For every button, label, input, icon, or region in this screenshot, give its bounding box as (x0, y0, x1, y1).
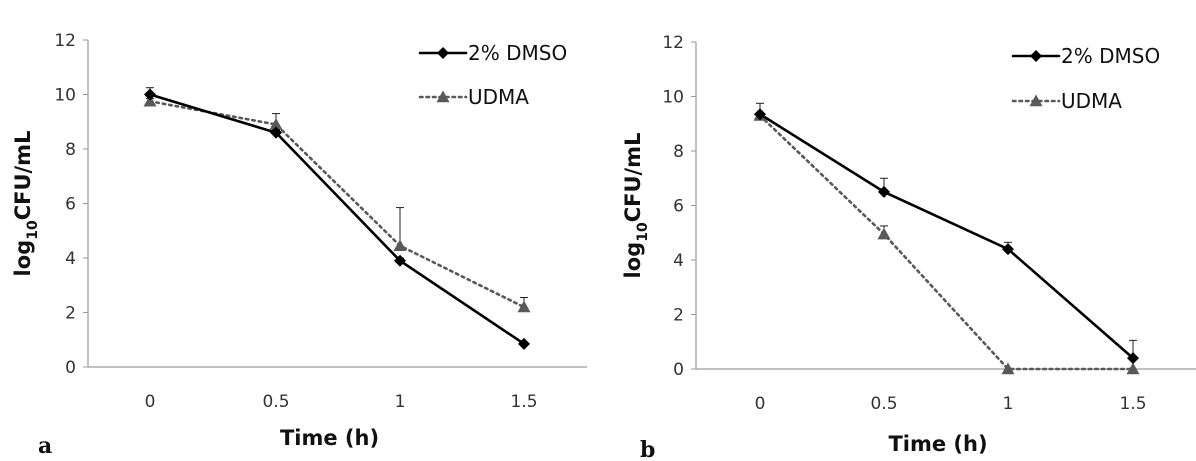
triangle-marker-3 (1126, 362, 1140, 375)
y-tick-label-2: 4 (673, 251, 684, 271)
series-udma (753, 109, 1140, 375)
legend-label: UDMA (468, 85, 529, 109)
series-line (148, 93, 526, 346)
y-axis-title-subscript: 10 (635, 222, 651, 242)
x-tick-label-0: 0 (145, 392, 156, 412)
legend-item-0: 2% DMSO (1011, 44, 1160, 68)
diamond-marker-0 (754, 108, 766, 121)
diamond-marker-legend (437, 47, 449, 59)
y-tick-label-4: 8 (673, 142, 684, 162)
diamond-marker-legend (1030, 50, 1042, 62)
y-tick-label-0: 0 (65, 358, 76, 378)
x-tick-label-0: 0 (755, 394, 766, 414)
y-axis-title: log10CFU/mL (11, 131, 41, 277)
y-tick-label-5: 10 (54, 86, 76, 106)
y-axis-title-main: log (621, 242, 645, 279)
y-tick-label-4: 8 (65, 140, 76, 160)
triangle-marker-legend (1029, 94, 1043, 107)
y-axis-title-subscript: 10 (25, 220, 41, 240)
y-axis-title-rest: CFU/mL (11, 131, 35, 221)
y-axis-title-rest: CFU/mL (621, 133, 645, 223)
x-tick-label-1: 0.5 (262, 392, 289, 412)
series-line (148, 100, 526, 309)
y-tick-label-5: 10 (662, 88, 684, 108)
panel-label: a (38, 433, 52, 459)
y-tick-label-1: 2 (65, 304, 76, 324)
x-axis-title: Time (h) (888, 432, 987, 456)
series-2-dmso (144, 87, 530, 350)
x-tick-label-3: 1.5 (510, 392, 537, 412)
series-2-dmso (754, 102, 1139, 365)
x-tick-label-2: 1 (395, 392, 406, 412)
y-tick-label-6: 12 (54, 31, 76, 51)
y-tick-label-2: 4 (65, 249, 76, 269)
diamond-marker-3 (1127, 352, 1139, 365)
x-tick-label-1: 0.5 (870, 394, 897, 414)
legend-label: 2% DMSO (1061, 44, 1160, 68)
diamond-marker-1 (878, 185, 890, 198)
panel-label: b (640, 437, 655, 461)
series-line (758, 114, 1135, 371)
x-tick-label-3: 1.5 (1119, 394, 1146, 414)
legend-label: UDMA (1061, 89, 1122, 113)
legend-item-1: UDMA (418, 85, 529, 109)
y-tick-label-1: 2 (673, 306, 684, 326)
y-tick-label-0: 0 (673, 360, 684, 380)
triangle-marker-0 (143, 94, 157, 107)
diamond-marker-1 (270, 126, 282, 139)
diamond-marker-2 (1002, 243, 1014, 256)
triangle-marker-legend (436, 90, 450, 103)
series-udma (143, 94, 531, 313)
y-tick-label-3: 6 (65, 195, 76, 215)
diamond-marker-3 (518, 337, 530, 350)
x-tick-label-2: 1 (1003, 394, 1014, 414)
y-axis-title: log10CFU/mL (621, 133, 651, 279)
triangle-marker-1 (269, 117, 283, 130)
series-line (758, 112, 1135, 360)
y-tick-label-3: 6 (673, 197, 684, 217)
legend-item-0: 2% DMSO (418, 41, 567, 65)
diamond-marker-0 (144, 88, 156, 101)
legend-item-1: UDMA (1011, 89, 1122, 113)
diamond-marker-2 (394, 254, 406, 267)
x-axis-title: Time (h) (280, 426, 379, 450)
y-tick-label-6: 12 (662, 33, 684, 53)
legend-label: 2% DMSO (468, 41, 567, 65)
triangle-marker-2 (1001, 362, 1015, 375)
triangle-marker-3 (517, 300, 531, 313)
y-axis-title-main: log (11, 240, 35, 277)
triangle-marker-1 (877, 227, 891, 240)
triangle-marker-2 (393, 239, 407, 251)
